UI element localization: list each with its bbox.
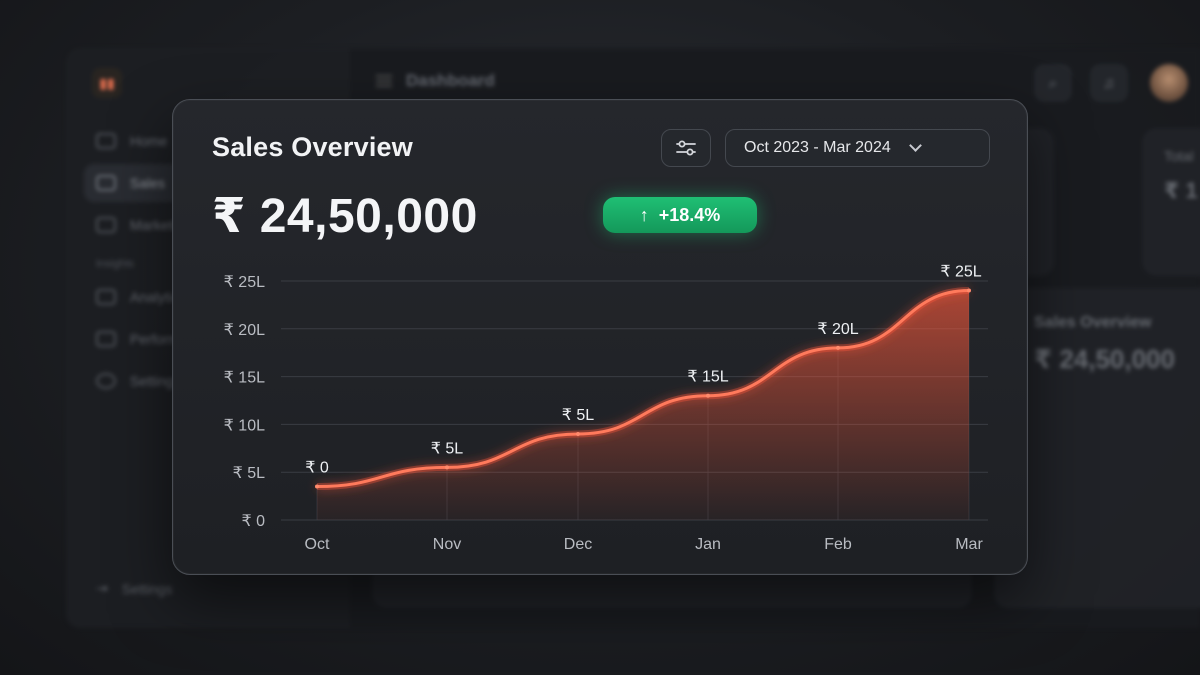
y-tick-label: ₹ 25L: [224, 274, 265, 291]
filter-button[interactable]: [661, 129, 711, 167]
data-label: ₹ 15L: [687, 369, 728, 386]
grid-icon: [96, 217, 116, 233]
analytics-icon: [96, 289, 116, 305]
growth-badge-label: +18.4%: [658, 204, 721, 225]
sliders-icon: [676, 140, 696, 156]
background-topbar: Dashboard: [350, 48, 1200, 114]
data-point: [967, 288, 971, 293]
search-icon: ⌕: [1048, 74, 1058, 92]
date-range-label: Oct 2023 - Mar 2024: [744, 139, 891, 156]
data-label: ₹ 5L: [562, 407, 595, 424]
x-tick-label: Nov: [433, 536, 461, 553]
gear-icon: [96, 373, 116, 389]
y-tick-label: ₹ 0: [241, 513, 265, 530]
sidebar-item-label: Settings: [130, 373, 181, 389]
background-total-value: ₹ 1: [1164, 178, 1198, 203]
total-sales-value: ₹ 24,50,000: [212, 190, 478, 243]
sidebar-item-settings-top[interactable]: Settings: [84, 362, 314, 400]
sales-chart: ₹ 0 ₹ 5L ₹ 10L ₹ 15L ₹ 20L ₹ 25L Oct Nov Dec Jan F…: [224, 264, 988, 553]
data-point: [576, 431, 580, 436]
data-label: ₹ 25L: [940, 264, 981, 281]
x-tick-label: Feb: [824, 536, 852, 553]
x-tick-label: Dec: [564, 536, 592, 553]
data-point: [706, 393, 710, 398]
card-title: Sales Overview: [212, 132, 413, 162]
background-total-label: Total: [1164, 148, 1194, 164]
logout-icon: ⇥: [96, 580, 108, 596]
background-mini-title: Sales Overview: [1034, 314, 1152, 331]
data-label: ₹ 5L: [431, 440, 464, 457]
growth-badge: ↑ +18.4%: [603, 197, 757, 233]
sidebar-settings-link[interactable]: ⇥ Settings: [96, 580, 172, 597]
y-tick-label: ₹ 10L: [224, 417, 265, 434]
y-tick-label: ₹ 20L: [224, 322, 265, 339]
sidebar-section-label: Insights: [96, 258, 134, 270]
sales-overview-card: Sales Overview Oct 2023 - Mar 2024 ₹ 24,…: [172, 99, 1028, 575]
sidebar-item-home[interactable]: Home: [84, 122, 314, 160]
search-button[interactable]: ⌕: [1034, 64, 1072, 102]
bar-chart-logo-icon: ▮▮: [92, 68, 122, 98]
y-tick-label: ₹ 5L: [233, 465, 266, 482]
data-label: ₹ 0: [305, 460, 329, 477]
x-tick-label: Oct: [305, 536, 330, 553]
bell-icon: ♫: [1103, 74, 1115, 92]
y-tick-label: ₹ 15L: [224, 370, 265, 387]
date-range-select[interactable]: Oct 2023 - Mar 2024: [725, 129, 990, 167]
notifications-button[interactable]: ♫: [1090, 64, 1128, 102]
x-tick-label: Mar: [955, 536, 983, 553]
background-mini-value: ₹ 24,50,000: [1034, 344, 1175, 374]
sidebar-settings-label: Settings: [121, 580, 173, 597]
data-point: [445, 465, 449, 470]
data-point: [836, 345, 840, 350]
background-mini-card: Sales Overview ₹ 24,50,000: [994, 288, 1200, 608]
sidebar-item-label: Sales: [130, 175, 166, 191]
chart-icon: [96, 175, 116, 191]
card-icon: [96, 331, 116, 347]
sidebar-item-label: Home: [130, 133, 168, 149]
arrow-up-icon: ↑: [639, 204, 649, 225]
menu-icon[interactable]: [376, 75, 392, 87]
area-fill: [317, 290, 969, 520]
home-icon: [96, 133, 116, 149]
background-total-card: Total ₹ 1: [1142, 128, 1200, 276]
page-title: Dashboard: [406, 71, 495, 90]
series-line: [315, 289, 971, 489]
data-label: ₹ 20L: [817, 321, 858, 338]
data-point: [315, 484, 319, 489]
avatar[interactable]: [1150, 64, 1188, 102]
x-tick-label: Jan: [695, 536, 721, 553]
